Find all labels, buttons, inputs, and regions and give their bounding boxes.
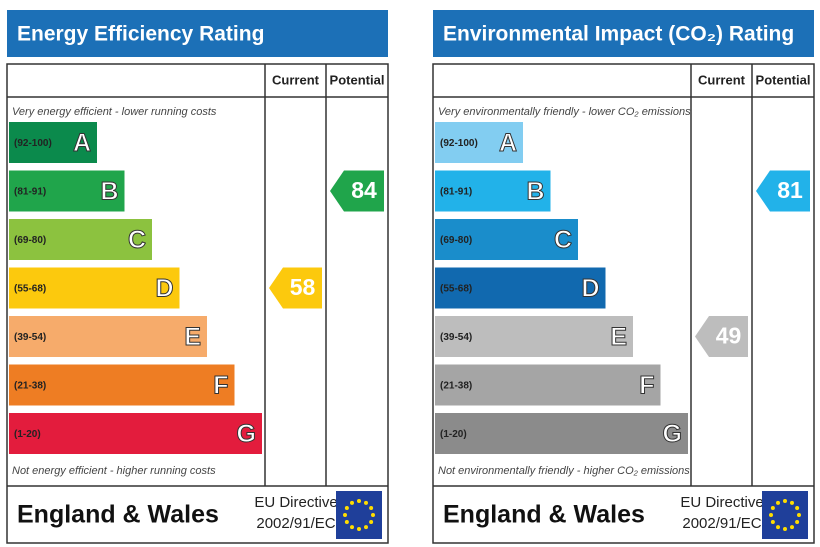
epc-panel: Environmental Impact (CO₂) Rating Current…: [432, 10, 815, 544]
rating-band: [9, 170, 125, 212]
band-letter: G: [663, 420, 682, 448]
band-range: (81-91): [14, 187, 46, 198]
rating-value: 49: [716, 323, 742, 349]
eu-star: [369, 520, 374, 524]
panel-title: Environmental Impact (CO₂) Rating: [443, 23, 794, 46]
bottom-note: Not environmentally friendly - higher CO…: [438, 465, 690, 477]
eu-star: [795, 506, 800, 510]
eu-star: [369, 506, 374, 510]
eu-star: [783, 499, 787, 503]
band-letter: A: [73, 129, 91, 157]
eu-star: [790, 525, 794, 530]
band-letter: G: [237, 420, 256, 448]
rating-band: [9, 413, 262, 454]
eu-star: [790, 500, 794, 505]
band-range: (81-91): [440, 187, 472, 198]
eu-directive: 2002/91/EC: [256, 515, 335, 532]
band-range: (21-38): [14, 381, 46, 392]
eu-star: [770, 506, 775, 510]
eu-directive: EU Directive: [254, 494, 337, 511]
rating-arrow: [330, 170, 384, 212]
band-letter: A: [499, 129, 517, 157]
rating-band: [435, 170, 551, 212]
band-range: (55-68): [440, 284, 472, 295]
eu-star: [357, 527, 361, 531]
column-header: Current: [698, 72, 746, 87]
eu-star: [783, 527, 787, 531]
top-note: Very environmentally friendly - lower CO…: [438, 106, 691, 118]
eu-directive: 2002/91/EC: [682, 515, 761, 532]
rating-band: [435, 219, 578, 260]
rating-band: [435, 122, 523, 163]
band-letter: F: [213, 372, 228, 400]
band-range: (92-100): [14, 138, 52, 149]
band-letter: D: [581, 275, 599, 303]
rating-value: 58: [290, 274, 316, 300]
band-range: (21-38): [440, 381, 472, 392]
eu-star: [350, 525, 354, 530]
rating-arrow: [695, 316, 748, 357]
band-letter: C: [128, 226, 146, 254]
band-letter: F: [639, 372, 654, 400]
band-letter: E: [184, 323, 201, 351]
band-range: (55-68): [14, 284, 46, 295]
band-range: (92-100): [440, 138, 478, 149]
eu-star: [776, 525, 780, 530]
frame: [6, 63, 389, 544]
epc-panel: Energy Efficiency Rating Current Potential…: [6, 10, 389, 544]
band-letter: E: [610, 323, 627, 351]
bottom-note: Not energy efficient - higher running co…: [12, 465, 216, 477]
rating-band: [9, 122, 97, 163]
band-letter: B: [526, 178, 544, 206]
rating-band: [9, 364, 235, 406]
band-letter: D: [155, 275, 173, 303]
eu-star: [795, 520, 800, 524]
band-range: (69-80): [440, 235, 472, 246]
eu-star: [357, 499, 361, 503]
band-range: (1-20): [14, 429, 41, 440]
eu-star: [344, 506, 349, 510]
eu-star: [769, 513, 773, 517]
rating-band: [435, 316, 633, 357]
rating-band: [435, 267, 606, 309]
eu-directive: EU Directive: [680, 494, 763, 511]
rating-value: 81: [777, 177, 803, 203]
footer-region: England & Wales: [17, 501, 219, 529]
band-range: (1-20): [440, 429, 467, 440]
eu-star: [350, 500, 354, 505]
eu-star: [364, 525, 368, 530]
band-range: (69-80): [14, 235, 46, 246]
eu-star: [344, 520, 349, 524]
panel-title: Energy Efficiency Rating: [17, 23, 264, 46]
eu-star: [364, 500, 368, 505]
eu-star: [371, 513, 375, 517]
eu-star: [776, 500, 780, 505]
footer-region: England & Wales: [443, 501, 645, 529]
rating-value: 84: [351, 177, 377, 203]
rating-band: [435, 364, 661, 406]
column-header: Potential: [330, 72, 385, 87]
title-bar: [433, 10, 814, 57]
band-range: (39-54): [440, 332, 472, 343]
rating-arrow: [269, 267, 322, 309]
rating-band: [9, 219, 152, 260]
eu-star: [770, 520, 775, 524]
band-letter: B: [100, 178, 118, 206]
rating-band: [435, 413, 688, 454]
eu-star: [343, 513, 347, 517]
column-header: Current: [272, 72, 320, 87]
eu-flag: [336, 491, 382, 539]
title-bar: [7, 10, 388, 57]
rating-arrow: [756, 170, 810, 212]
rating-band: [9, 316, 207, 357]
eu-star: [797, 513, 801, 517]
band-letter: C: [554, 226, 572, 254]
band-range: (39-54): [14, 332, 46, 343]
rating-band: [9, 267, 180, 309]
eu-flag: [762, 491, 808, 539]
column-header: Potential: [756, 72, 811, 87]
frame: [432, 63, 815, 544]
top-note: Very energy efficient - lower running co…: [12, 106, 217, 118]
